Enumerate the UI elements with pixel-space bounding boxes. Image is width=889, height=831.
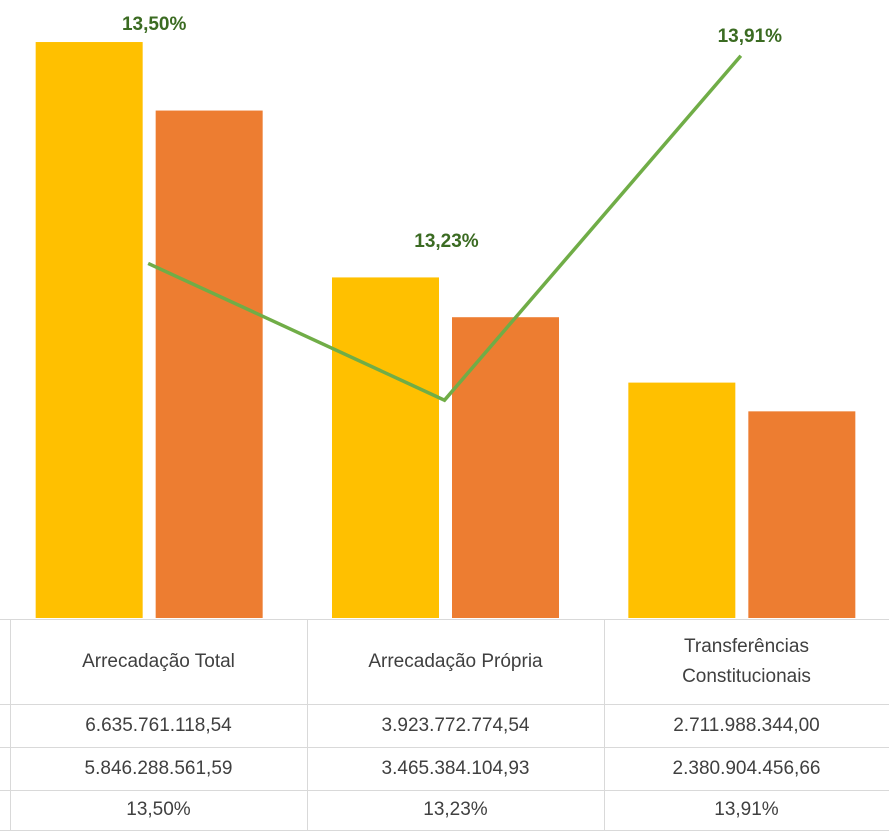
header-cell: Arrecadação Total [9, 619, 308, 705]
bar [332, 277, 439, 618]
cell: 6.635.761.118,54 [9, 704, 308, 748]
row: 5.846.288.561,59 3.465.384.104,93 2.380.… [0, 747, 889, 791]
cell: 3.465.384.104,93 [306, 747, 605, 791]
cell: 13,91% [603, 790, 889, 831]
cell: 2.380.904.456,66 [603, 747, 889, 791]
row: 13,50% 13,23% 13,91% [0, 790, 889, 831]
data-label: 13,50% [122, 14, 187, 35]
cell: 3.923.772.774,54 [306, 704, 605, 748]
bar [35, 42, 143, 619]
cell [0, 790, 11, 831]
bar [452, 317, 559, 618]
cell: 2.711.988.344,00 [603, 704, 889, 748]
cell [0, 704, 11, 748]
data-table: Arrecadação Total Arrecadação Própria Tr… [0, 619, 889, 831]
cell: 5.846.288.561,59 [9, 747, 308, 791]
chart: 13,50% 13,23% 13,91% [35, 14, 856, 619]
bar [628, 382, 736, 618]
header-cell: Arrecadação Própria [306, 619, 605, 705]
header-cell: Transferências Constitucionais [603, 619, 889, 705]
bar [155, 110, 263, 618]
cell [0, 747, 11, 791]
data-label: 13,91% [718, 26, 783, 47]
cell [0, 619, 11, 705]
cell: 13,50% [9, 790, 308, 831]
data-label: 13,23% [414, 231, 479, 252]
line-series [147, 54, 743, 403]
bar [748, 411, 856, 618]
header-row: Arrecadação Total Arrecadação Própria Tr… [0, 619, 889, 705]
cell: 13,23% [306, 790, 605, 831]
page: 13,50% 13,23% 13,91% Arrecadação Total Arr… [0, 14, 889, 831]
row: 6.635.761.118,54 3.923.772.774,54 2.711.… [0, 704, 889, 748]
